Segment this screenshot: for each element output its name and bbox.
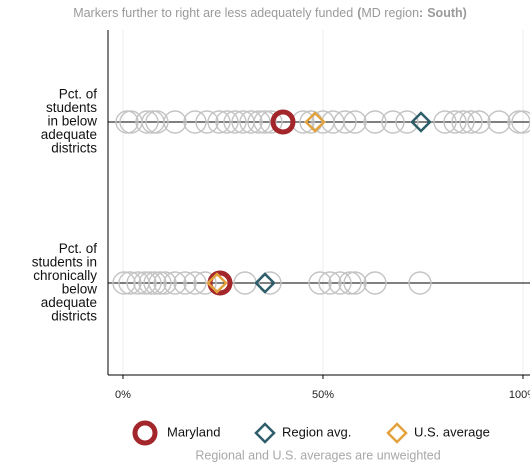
legend-label: U.S. average — [414, 424, 490, 439]
marker — [304, 111, 326, 133]
state-marker — [333, 110, 357, 134]
legend-marker — [254, 422, 276, 444]
state-marker — [395, 110, 419, 134]
chart-title: Markers further to right are less adequa… — [73, 6, 467, 20]
legend-label: Maryland — [167, 424, 220, 439]
state-marker — [259, 110, 283, 134]
state-marker — [451, 110, 475, 134]
state-marker — [253, 110, 277, 134]
state-marker — [511, 110, 530, 134]
legend-marker — [386, 422, 408, 444]
state-marker — [433, 110, 457, 134]
state-marker — [153, 271, 177, 295]
state-marker — [163, 271, 187, 295]
marker — [254, 272, 276, 294]
state-marker — [207, 110, 231, 134]
state-marker — [195, 110, 219, 134]
marker — [410, 111, 432, 133]
legend-label: Region avg. — [282, 424, 351, 439]
state-marker — [443, 110, 467, 134]
state-marker — [459, 110, 483, 134]
y-tick-label: Pct. of — [59, 241, 98, 256]
state-marker — [118, 271, 142, 295]
state-marker — [507, 110, 530, 134]
y-tick-label: students — [46, 100, 97, 115]
state-marker — [115, 110, 139, 134]
state-marker — [173, 271, 197, 295]
state-marker — [338, 271, 362, 295]
state-marker — [138, 271, 162, 295]
state-marker — [318, 271, 342, 295]
x-tick-label: 0% — [115, 389, 131, 401]
state-marker — [183, 271, 207, 295]
state-marker — [215, 110, 239, 134]
state-marker — [408, 271, 432, 295]
state-marker — [343, 271, 367, 295]
legend-marker — [132, 420, 158, 446]
state-marker — [239, 110, 263, 134]
y-tick-label: districts — [51, 141, 97, 156]
state-marker — [308, 271, 332, 295]
state-marker — [381, 110, 405, 134]
state-marker — [145, 110, 169, 134]
title-part: MD region — [361, 6, 419, 20]
state-marker — [363, 110, 387, 134]
y-tick-label: districts — [51, 308, 97, 323]
marker — [206, 272, 228, 294]
marker — [270, 109, 296, 135]
title-part: Markers further to right are less adequa… — [73, 6, 353, 20]
y-tick-label: chronically — [33, 268, 97, 283]
title-part: South) — [427, 6, 467, 20]
state-marker — [247, 110, 271, 134]
state-marker — [133, 271, 157, 295]
state-marker — [223, 110, 247, 134]
state-marker — [148, 271, 172, 295]
y-tick-label: below — [62, 281, 98, 296]
note: Regional and U.S. averages are unweighte… — [195, 448, 440, 462]
state-marker — [258, 271, 282, 295]
state-marker — [363, 271, 387, 295]
state-marker — [343, 110, 367, 134]
state-marker — [112, 271, 136, 295]
title-part: : — [419, 6, 423, 20]
y-tick-label: students in — [32, 254, 97, 269]
state-marker — [467, 110, 491, 134]
title-part: ( — [357, 6, 362, 20]
x-tick-label: 100% — [509, 389, 530, 401]
y-tick-label: adequate — [41, 127, 97, 142]
y-tick-label: in below — [47, 114, 97, 129]
y-tick-label: Pct. of — [59, 87, 98, 102]
state-marker — [183, 110, 207, 134]
marker — [207, 270, 233, 296]
x-tick-label: 50% — [312, 389, 334, 401]
y-tick-label: adequate — [41, 295, 97, 310]
state-marker — [193, 271, 217, 295]
state-marker — [487, 110, 511, 134]
state-marker — [163, 110, 187, 134]
state-marker — [328, 271, 352, 295]
state-marker — [135, 110, 159, 134]
state-marker — [143, 271, 167, 295]
